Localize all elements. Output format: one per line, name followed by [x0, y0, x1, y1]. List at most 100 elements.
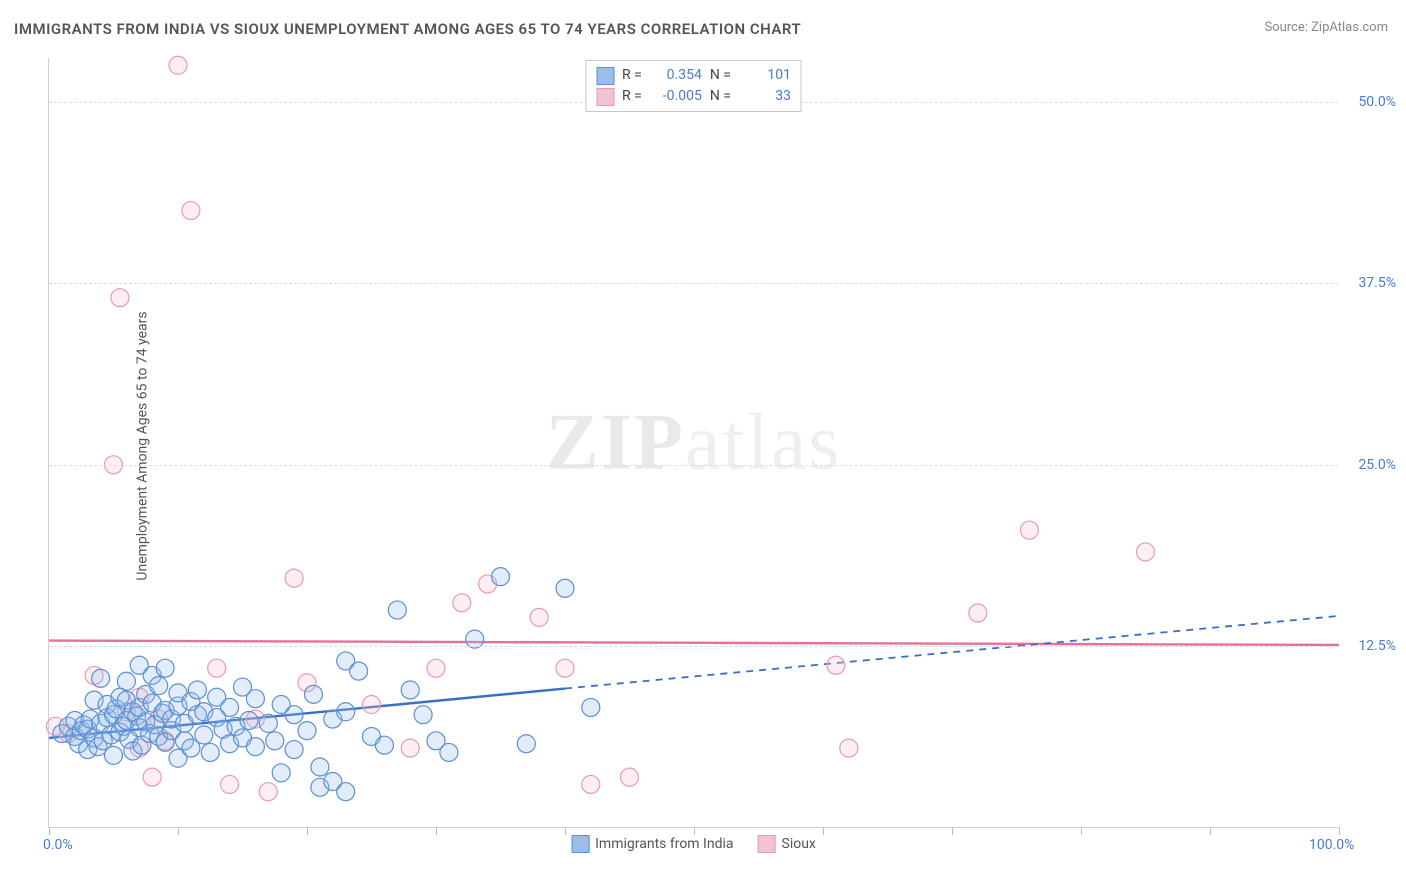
- scatter-point: [827, 656, 845, 674]
- scatter-point: [582, 698, 600, 716]
- x-tick: [178, 827, 179, 835]
- source-attribution: Source: ZipAtlas.com: [1264, 20, 1388, 35]
- scatter-point: [188, 681, 206, 699]
- scatter-point: [414, 706, 432, 724]
- x-tick-label: 0.0%: [43, 837, 73, 853]
- x-tick: [49, 827, 50, 835]
- scatter-point: [375, 736, 393, 754]
- x-tick: [436, 827, 437, 835]
- source-link[interactable]: ZipAtlas.com: [1311, 20, 1388, 35]
- scatter-point: [259, 714, 277, 732]
- scatter-point: [840, 739, 858, 757]
- trend-line-sioux: [49, 641, 1339, 645]
- n-label: N =: [710, 86, 731, 107]
- y-tick-label: 25.0%: [1358, 457, 1396, 473]
- y-tick-label: 50.0%: [1358, 94, 1396, 110]
- scatter-point: [311, 758, 329, 776]
- legend-row-india: R = 0.354 N = 101: [596, 65, 791, 86]
- correlation-legend: R = 0.354 N = 101 R = -0.005 N = 33: [585, 60, 802, 112]
- scatter-point: [337, 703, 355, 721]
- scatter-point: [556, 659, 574, 677]
- scatter-point: [285, 741, 303, 759]
- scatter-point: [150, 677, 168, 695]
- scatter-point: [492, 568, 510, 586]
- scatter-point: [105, 746, 123, 764]
- scatter-point: [298, 722, 316, 740]
- gridline: [49, 465, 1338, 466]
- scatter-point: [582, 775, 600, 793]
- legend-row-sioux: R = -0.005 N = 33: [596, 86, 791, 107]
- x-tick: [307, 827, 308, 835]
- scatter-point: [117, 672, 135, 690]
- scatter-point: [453, 594, 471, 612]
- scatter-point: [1137, 543, 1155, 561]
- r-label: R =: [622, 65, 642, 86]
- scatter-point: [556, 579, 574, 597]
- legend-label: Immigrants from India: [595, 836, 733, 852]
- scatter-point: [182, 202, 200, 220]
- scatter-point: [259, 783, 277, 801]
- y-tick-label: 12.5%: [1358, 638, 1396, 654]
- scatter-point: [111, 289, 129, 307]
- swatch-india: [596, 67, 614, 85]
- legend-swatch: [571, 835, 589, 853]
- scatter-point: [401, 739, 419, 757]
- scatter-point: [266, 732, 284, 750]
- scatter-point: [401, 681, 419, 699]
- scatter-point: [92, 669, 110, 687]
- scatter-point: [246, 690, 264, 708]
- scatter-point: [240, 711, 258, 729]
- scatter-point: [195, 726, 213, 744]
- trend-line-india-dashed: [565, 616, 1339, 689]
- scatter-point: [440, 743, 458, 761]
- scatter-point: [388, 601, 406, 619]
- series-legend: Immigrants from India Sioux: [571, 835, 816, 853]
- scatter-point: [143, 768, 161, 786]
- r-label: R =: [622, 86, 642, 107]
- x-tick: [694, 827, 695, 835]
- gridline: [49, 646, 1338, 647]
- gridline: [49, 283, 1338, 284]
- scatter-point: [1020, 521, 1038, 539]
- n-value-sioux: 33: [739, 86, 791, 107]
- scatter-point: [221, 775, 239, 793]
- scatter-point: [208, 659, 226, 677]
- legend-swatch: [758, 835, 776, 853]
- scatter-point: [530, 608, 548, 626]
- source-label: Source:: [1264, 20, 1307, 35]
- x-tick: [952, 827, 953, 835]
- scatter-point: [517, 735, 535, 753]
- scatter-point: [363, 696, 381, 714]
- scatter-point: [285, 569, 303, 587]
- n-value-india: 101: [739, 65, 791, 86]
- y-tick-label: 37.5%: [1358, 275, 1396, 291]
- scatter-point: [969, 604, 987, 622]
- scatter-point: [304, 685, 322, 703]
- plot-area: ZIPatlas R = 0.354 N = 101 R = -0.005 N …: [48, 58, 1338, 828]
- n-label: N =: [710, 65, 731, 86]
- scatter-point: [427, 659, 445, 677]
- scatter-point: [169, 56, 187, 74]
- legend-label: Sioux: [782, 836, 816, 852]
- r-value-sioux: -0.005: [650, 86, 702, 107]
- r-value-india: 0.354: [650, 65, 702, 86]
- legend-item: Sioux: [758, 835, 816, 853]
- x-tick: [1339, 827, 1340, 835]
- x-tick: [1210, 827, 1211, 835]
- scatter-point: [201, 743, 219, 761]
- scatter-point: [246, 738, 264, 756]
- scatter-svg: [49, 58, 1338, 827]
- scatter-point: [621, 768, 639, 786]
- scatter-point: [350, 662, 368, 680]
- scatter-point: [337, 783, 355, 801]
- x-tick-label: 100.0%: [1309, 837, 1354, 853]
- x-tick: [1081, 827, 1082, 835]
- scatter-point: [156, 659, 174, 677]
- swatch-sioux: [596, 88, 614, 106]
- scatter-point: [221, 698, 239, 716]
- legend-item: Immigrants from India: [571, 835, 733, 853]
- x-tick: [823, 827, 824, 835]
- chart-title: IMMIGRANTS FROM INDIA VS SIOUX UNEMPLOYM…: [14, 20, 801, 38]
- x-tick: [565, 827, 566, 835]
- scatter-point: [272, 764, 290, 782]
